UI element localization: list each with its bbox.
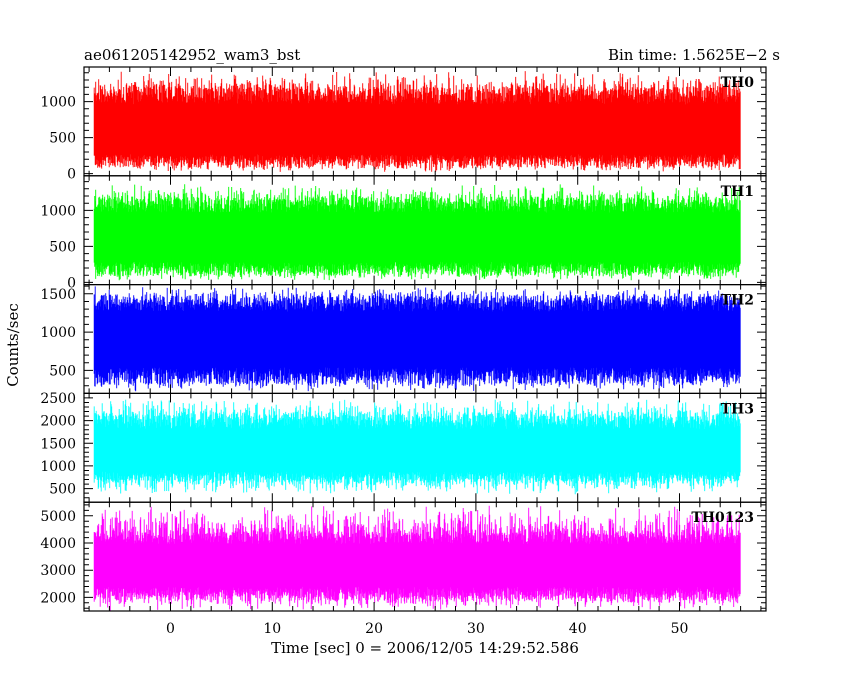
x-ticks-th0123 xyxy=(88,502,762,611)
series-th0 xyxy=(93,71,741,172)
y-tick-label: 1000 xyxy=(40,203,76,219)
x-tick-label: 10 xyxy=(263,621,281,637)
x-tick-label: 30 xyxy=(467,621,485,637)
x-tick-label: 50 xyxy=(671,621,689,637)
panel-label-th1: TH1 xyxy=(721,184,754,200)
y-tick-label: 2500 xyxy=(40,391,76,407)
y-tick-label: 500 xyxy=(49,482,76,498)
x-ticks-th2 xyxy=(88,284,762,394)
panel-frame-th0123 xyxy=(83,501,767,612)
x-tick-label: 20 xyxy=(365,621,383,637)
panel-label-th0: TH0 xyxy=(721,75,755,91)
x-tick-label: 0 xyxy=(166,621,175,637)
x-axis-label: Time [sec] 0 = 2006/12/05 14:29:52.586 xyxy=(271,639,579,657)
y-tick-label: 2000 xyxy=(40,414,76,430)
y-axis-label: Counts/sec xyxy=(4,303,22,387)
y-tick-label: 5000 xyxy=(40,509,76,525)
bin-time-label: Bin time: 1.5625E−2 s xyxy=(608,46,780,64)
y-tick-label: 1500 xyxy=(40,287,76,303)
y-tick-label: 0 xyxy=(67,167,76,183)
y-ticks-th0123 xyxy=(84,504,766,609)
series-th2 xyxy=(93,286,741,392)
series-th0123 xyxy=(93,505,741,611)
y-ticks-th0 xyxy=(84,72,766,175)
panel-label-th0123: TH0123 xyxy=(691,510,754,526)
y-tick-label: 1000 xyxy=(40,325,76,341)
y-tick-label: 1000 xyxy=(40,459,76,475)
panel-label-th2: TH2 xyxy=(721,293,754,309)
x-ticks-th3 xyxy=(88,393,762,503)
y-tick-label: 500 xyxy=(49,363,76,379)
series-th1 xyxy=(93,184,741,281)
x-tick-label: 40 xyxy=(569,621,587,637)
panel-label-th3: TH3 xyxy=(721,401,754,417)
y-tick-label: 500 xyxy=(49,239,76,255)
chart-title: ae061205142952_wam3_bst xyxy=(84,46,300,64)
series-th3 xyxy=(93,399,741,495)
y-tick-label: 0 xyxy=(67,275,76,291)
y-ticks-th1 xyxy=(84,181,766,283)
x-ticks-th0 xyxy=(88,67,762,176)
y-tick-label: 1500 xyxy=(40,436,76,452)
y-tick-label: 1000 xyxy=(40,95,76,111)
y-tick-label: 4000 xyxy=(40,536,76,552)
y-tick-label: 500 xyxy=(49,131,76,147)
x-ticks-th1 xyxy=(88,175,762,285)
y-tick-label: 3000 xyxy=(40,563,76,579)
y-tick-label: 2000 xyxy=(40,590,76,606)
